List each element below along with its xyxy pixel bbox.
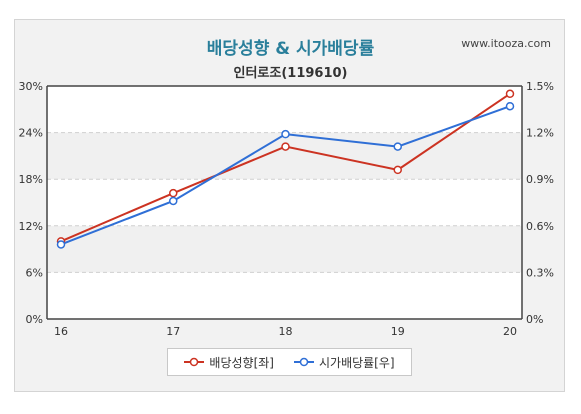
x-tick-label: 20	[503, 325, 517, 338]
y-left-tick-label: 6%	[26, 266, 43, 279]
chart-title: 배당성향 & 시가배당률	[206, 39, 375, 59]
x-tick-label: 16	[54, 325, 68, 338]
legend-item-dividend-yield[interactable]: 시가배당률[우]	[293, 354, 395, 371]
data-point-dividend-yield	[393, 142, 402, 151]
plot-area	[47, 86, 522, 319]
y-right-tick-label: 0%	[526, 313, 543, 326]
y-left-tick-label: 24%	[19, 127, 43, 140]
y-right-tick-label: 1.2%	[526, 127, 554, 140]
data-point-dividend-payout	[169, 188, 178, 198]
y-left-tick-label: 0%	[26, 313, 43, 326]
y-left-tick-labels: 0% 6% 12% 18% 24% 30%	[19, 80, 43, 326]
series-layer	[56, 89, 515, 249]
grid-band	[47, 225, 522, 273]
legend: 배당성향[좌] 시가배당률[우]	[167, 348, 412, 376]
x-tick-label: 18	[279, 325, 293, 338]
legend-swatch-blue	[293, 357, 314, 367]
y-left-tick-label: 30%	[19, 80, 43, 93]
y-left-tick-label: 18%	[19, 173, 43, 186]
y-right-tick-label: 1.5%	[526, 80, 554, 93]
data-point-dividend-payout	[393, 165, 402, 175]
y-left-tick-label: 12%	[19, 220, 43, 233]
x-tick-labels: 16 17 18 19 20	[54, 325, 517, 338]
data-point-dividend-yield	[281, 129, 290, 139]
x-tick-label: 17	[166, 325, 180, 338]
legend-label-dividend-yield: 시가배당률[우]	[318, 355, 395, 370]
data-point-dividend-payout	[505, 89, 515, 99]
y-right-tick-labels: 0% 0.3% 0.6% 0.9% 1.2% 1.5%	[526, 80, 554, 326]
legend-item-dividend-payout[interactable]: 배당성향[좌]	[184, 354, 274, 371]
legend-label-dividend-payout: 배당성향[좌]	[209, 355, 274, 370]
y-right-tick-label: 0.3%	[526, 266, 554, 279]
site-watermark: www.itooza.com	[461, 37, 551, 50]
legend-swatch-red	[184, 357, 205, 367]
chart-subtitle: 인터로조(119610)	[233, 66, 348, 81]
y-right-tick-label: 0.9%	[526, 173, 554, 186]
x-tick-label: 19	[391, 325, 405, 338]
data-point-dividend-yield	[56, 240, 66, 249]
y-right-tick-label: 0.6%	[526, 220, 554, 233]
data-point-dividend-payout	[281, 142, 290, 151]
data-point-dividend-yield	[169, 196, 178, 206]
grid-band	[47, 132, 522, 180]
data-point-dividend-yield	[505, 101, 515, 111]
